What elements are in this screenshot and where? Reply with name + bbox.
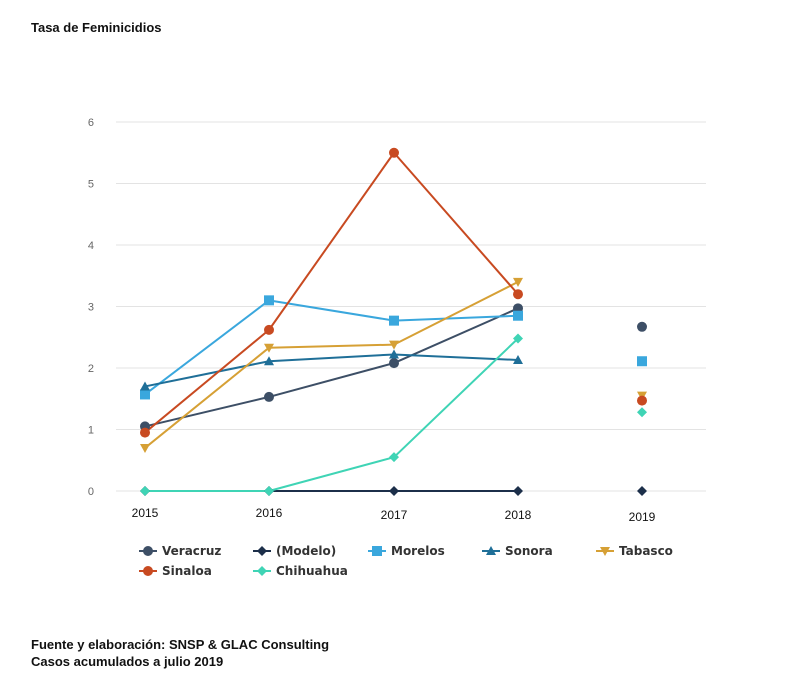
data-point-tabasco [140, 443, 150, 453]
y-axis-ticks: 0 1 2 3 4 5 6 [88, 117, 94, 498]
source-note: Fuente y elaboración: SNSP & GLAC Consul… [31, 637, 330, 652]
legend-marker [257, 546, 267, 556]
x-axis-ticks: 2015 2016 2017 2018 2019 [132, 506, 656, 524]
series-line-tabasco [144, 281, 519, 449]
data-point-sinaloa [389, 147, 399, 158]
legend-label: Chihuahua [276, 564, 348, 578]
data-point-tabasco [389, 340, 399, 350]
y-tick-label: 2 [88, 363, 94, 375]
data-point-chihuahua [637, 407, 647, 418]
legend-item-modelo[interactable]: (Modelo) [253, 544, 336, 558]
x-tick-label: 2015 [132, 506, 159, 520]
chart-title: Tasa de Feminicidios [31, 20, 162, 35]
y-tick-label: 1 [88, 425, 94, 437]
series-line-sonora [144, 353, 519, 388]
data-point-modelo [637, 486, 647, 496]
data-point-sinaloa [264, 324, 274, 335]
series-line-morelos [144, 299, 519, 396]
y-tick-label: 3 [88, 302, 94, 314]
data-point-sonora [389, 349, 399, 359]
legend-label: Morelos [391, 544, 445, 558]
series-line-sinaloa [144, 151, 519, 434]
legend-item-sinaloa[interactable]: Sinaloa [139, 564, 212, 578]
x-tick-label: 2018 [505, 508, 532, 522]
legend-marker [372, 546, 382, 556]
data-point-veracruz [389, 358, 399, 369]
legend-item-veracruz[interactable]: Veracruz [139, 544, 221, 558]
data-point-tabasco [513, 277, 523, 287]
series-line-chihuahua [145, 337, 519, 492]
data-point-morelos [513, 310, 523, 321]
series-markers [140, 147, 647, 496]
data-point-sonora [513, 355, 523, 365]
data-point-chihuahua [389, 452, 399, 463]
x-tick-label: 2016 [256, 506, 283, 520]
data-point-chihuahua [513, 333, 523, 344]
data-point-sinaloa [140, 427, 150, 438]
legend-item-tabasco[interactable]: Tabasco [596, 544, 673, 558]
legend-marker [143, 566, 153, 576]
grid-lines [116, 121, 706, 492]
data-point-tabasco [264, 343, 274, 353]
data-point-sonora [264, 356, 274, 366]
y-tick-label: 5 [88, 179, 94, 191]
data-point-sinaloa [513, 289, 523, 300]
legend-label: Sinaloa [162, 564, 212, 578]
legend-item-sonora[interactable]: Sonora [482, 544, 553, 558]
legend-marker [257, 566, 267, 576]
data-point-veracruz [264, 391, 274, 402]
data-point-morelos [389, 315, 399, 326]
x-tick-label: 2017 [381, 508, 408, 522]
data-point-chihuahua [140, 486, 150, 496]
legend-item-chihuahua[interactable]: Chihuahua [253, 564, 348, 578]
legend-marker [600, 547, 610, 556]
legend-marker [143, 546, 153, 556]
data-point-sonora [140, 381, 150, 391]
data-point-morelos [264, 295, 274, 306]
data-point-morelos [637, 356, 647, 367]
data-point-veracruz [637, 321, 647, 332]
series-line-veracruz [144, 307, 519, 428]
y-tick-label: 6 [88, 117, 94, 129]
legend-item-morelos[interactable]: Morelos [368, 544, 445, 558]
y-tick-label: 0 [88, 486, 94, 498]
legend-label: (Modelo) [276, 544, 336, 558]
data-point-sinaloa [637, 395, 647, 406]
legend-label: Veracruz [162, 544, 221, 558]
cases-note: Casos acumulados a julio 2019 [31, 654, 224, 669]
legend: Veracruz (Modelo) Morelos Sonora Tabasco Sina… [139, 544, 673, 578]
legend-label: Sonora [505, 544, 553, 558]
data-point-morelos [140, 389, 150, 400]
x-tick-label: 2019 [629, 510, 656, 524]
series-lines [144, 151, 519, 492]
legend-marker [486, 546, 496, 555]
data-point-modelo [389, 486, 399, 496]
data-point-modelo [513, 486, 523, 496]
data-point-chihuahua [264, 486, 274, 496]
y-tick-label: 4 [88, 240, 94, 252]
legend-label: Tabasco [619, 544, 673, 558]
